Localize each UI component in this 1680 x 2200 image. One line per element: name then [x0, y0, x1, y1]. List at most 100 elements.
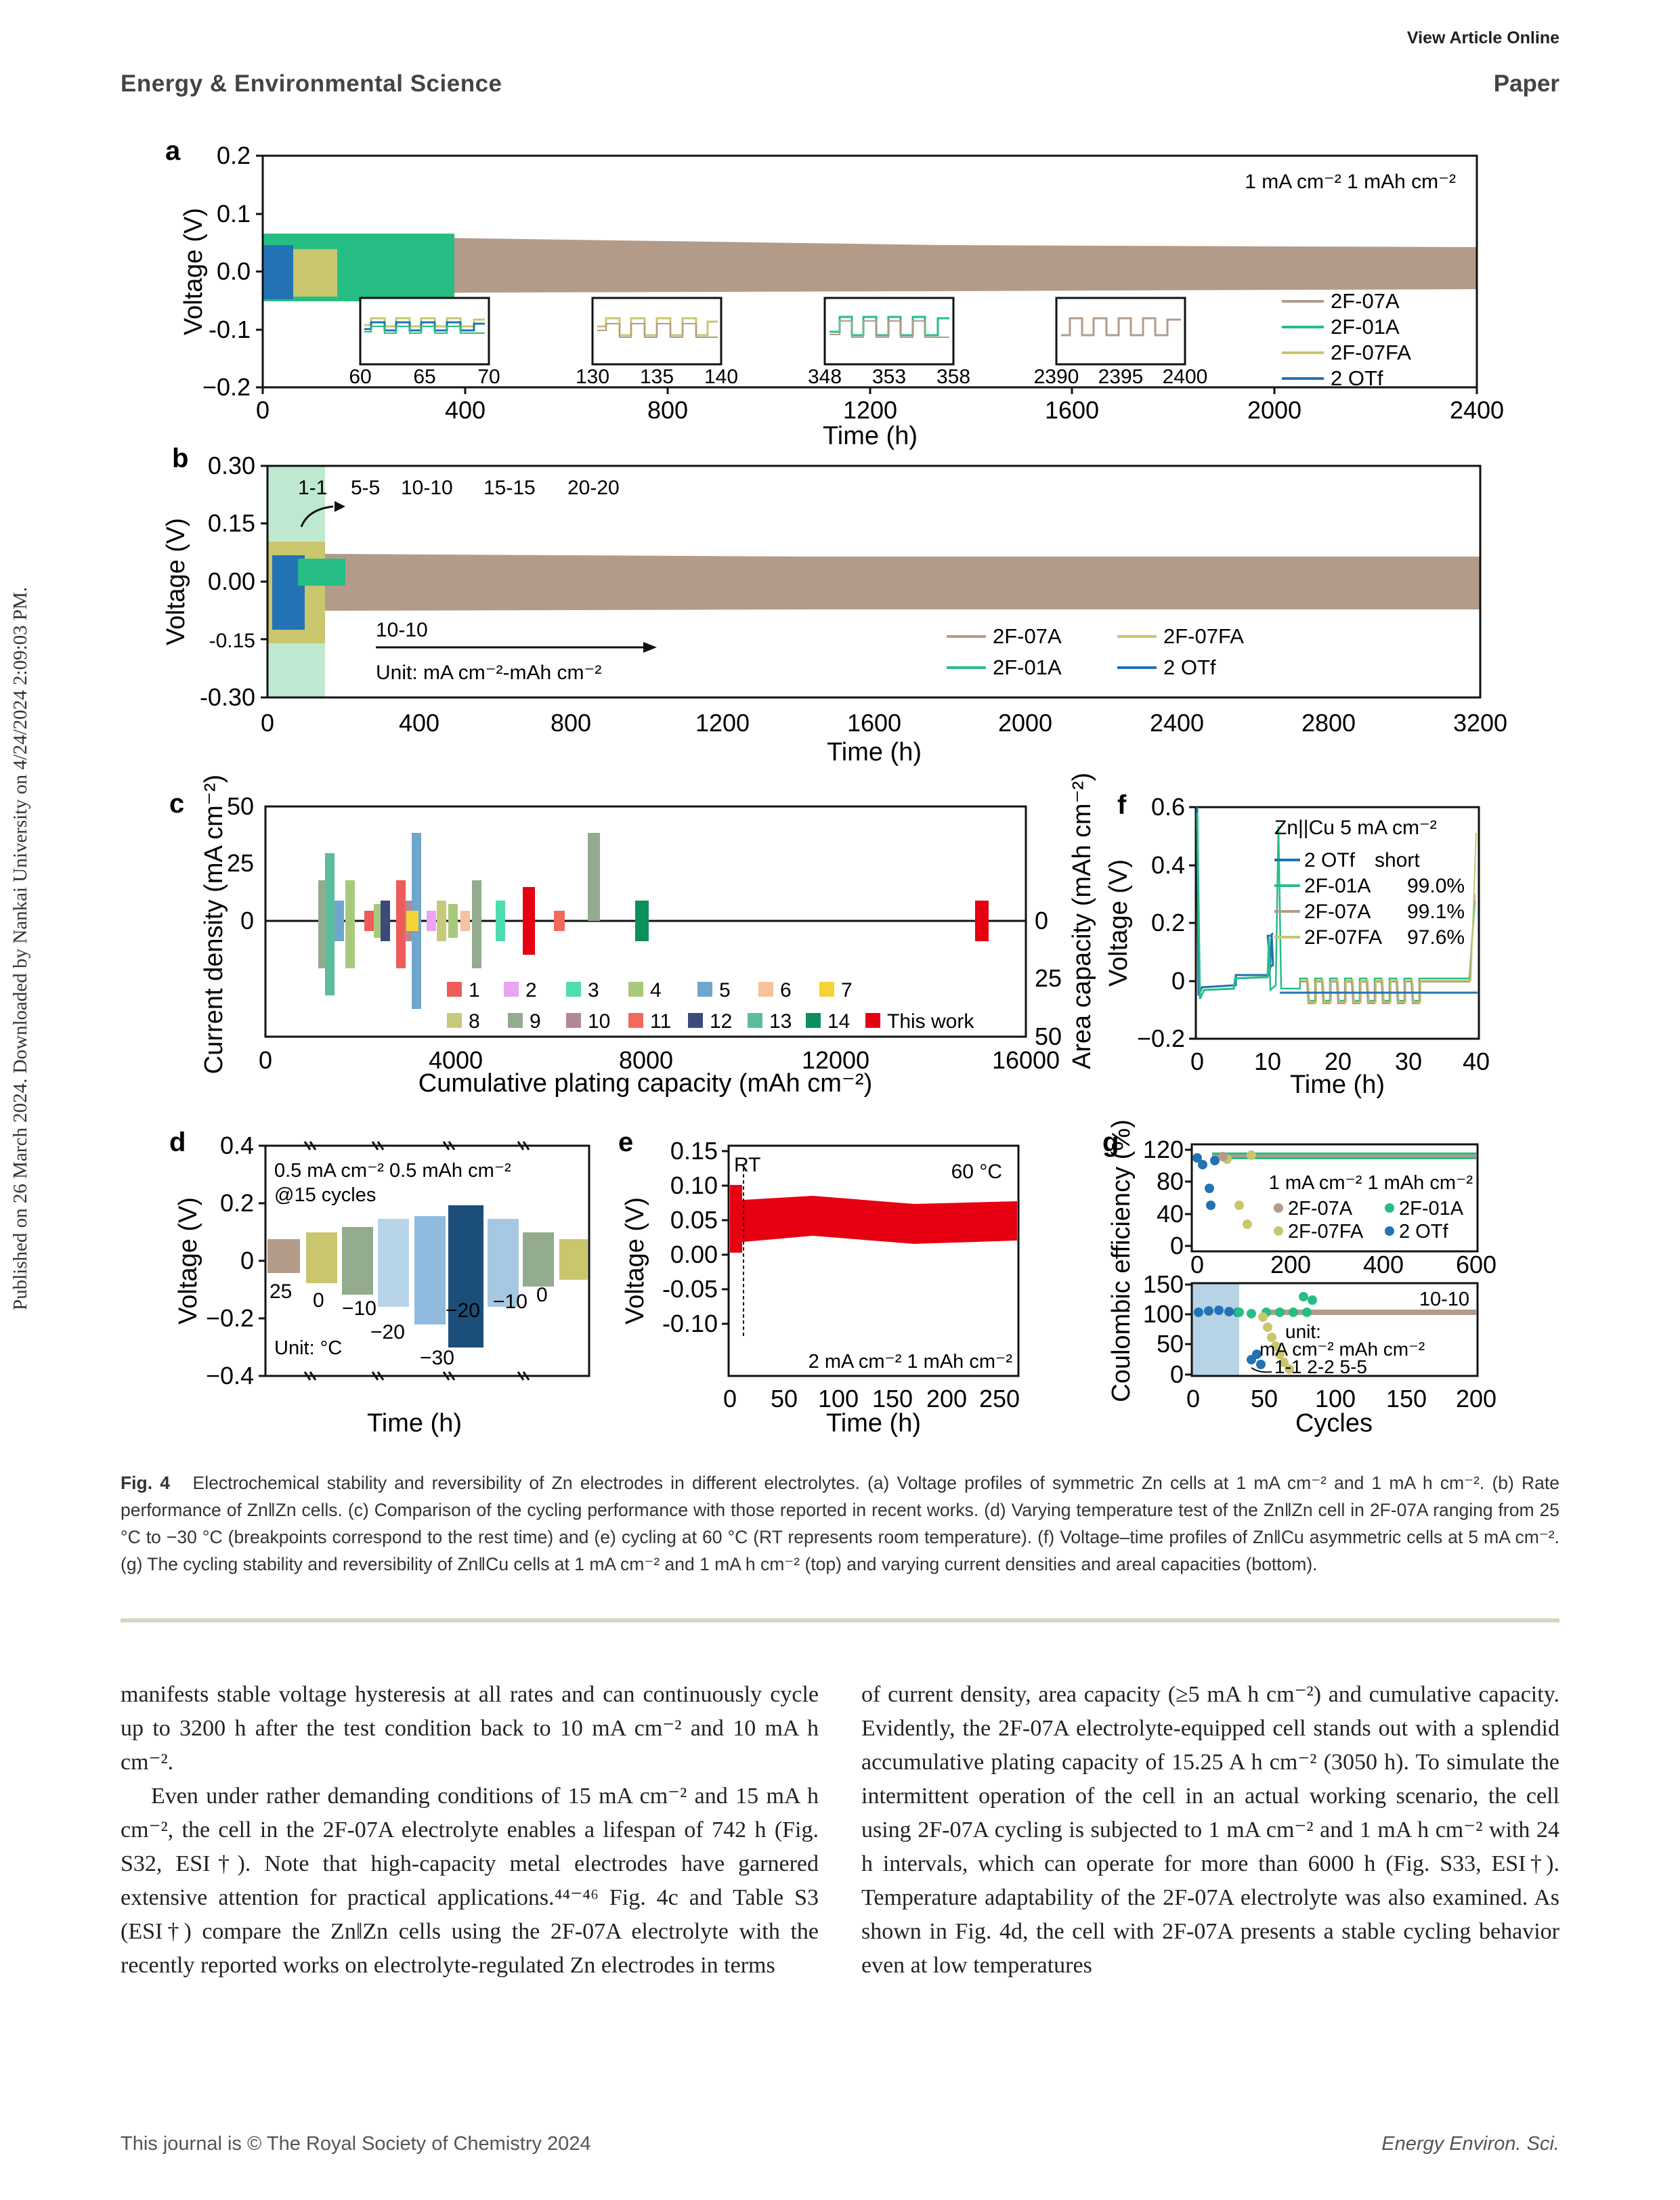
g-bottom-ytick: 100 — [1143, 1300, 1184, 1328]
d-temp: 25 — [270, 1280, 292, 1303]
b-rate: 20-20 — [567, 477, 620, 499]
legend-value: 97.6% — [1407, 926, 1465, 949]
d-temp: −20 — [446, 1299, 480, 1322]
f-ytick: 0.2 — [1151, 909, 1185, 936]
panel-d-label: d — [169, 1127, 186, 1157]
legend-item: 5 — [719, 979, 731, 1001]
d-segment — [488, 1219, 519, 1307]
inset-3-tick: 348 — [808, 366, 842, 388]
a-xtick: 2400 — [1450, 396, 1504, 424]
g-bottom-xtick: 0 — [1186, 1385, 1200, 1412]
g-bottom-ytick: 50 — [1157, 1330, 1184, 1358]
a-xtick: 800 — [647, 396, 688, 424]
b-ytick: 0.00 — [208, 567, 255, 595]
e-trace-rt — [730, 1185, 742, 1253]
panel-g-label: g — [1102, 1127, 1119, 1157]
caption-divider — [121, 1618, 1559, 1622]
g-top-xtick: 400 — [1363, 1251, 1404, 1278]
d-temp: 0 — [313, 1289, 324, 1312]
b-xtick: 400 — [399, 709, 439, 737]
c-ylabel: Current density (mA cm⁻²) — [200, 775, 228, 1074]
inset-1-tick: 60 — [349, 366, 371, 388]
g-ylabel: Coulombic efficiency (%) — [1107, 1119, 1136, 1402]
c-bar — [437, 901, 446, 941]
g-rates: 1-1 2-2 5-5 — [1274, 1356, 1367, 1377]
inset-3-tick: 353 — [872, 366, 906, 388]
inset-4 — [1055, 297, 1186, 366]
g-top-ytick: 40 — [1157, 1200, 1184, 1228]
inset-4-tick: 2400 — [1163, 366, 1208, 388]
g-unit: unit: — [1285, 1321, 1321, 1342]
f-ylabel: Voltage (V) — [1104, 859, 1133, 987]
panel-a-traces — [263, 234, 1476, 301]
legend-item: 2F-01A — [1399, 1198, 1464, 1220]
journal-name: Energy & Environmental Science — [121, 70, 502, 97]
paragraph: manifests stable voltage hysteresis at a… — [121, 1682, 819, 1775]
panel-b-legend: 2F-07A 2F-01A 2F-07FA 2 OTf — [947, 624, 1244, 679]
c-bar — [406, 911, 418, 931]
c-bars — [318, 833, 989, 1009]
legend-item: 9 — [530, 1010, 541, 1033]
trace-2f-07a — [263, 234, 1476, 295]
legend-item: This work — [887, 1010, 974, 1033]
c-bar — [472, 880, 481, 968]
b-xtick: 1600 — [847, 709, 901, 737]
a-ytick: 0.0 — [217, 257, 251, 285]
g-bottom-shade — [1192, 1283, 1239, 1376]
d-ytick: 0.4 — [220, 1131, 254, 1159]
legend-item: 2F-07A — [1331, 289, 1400, 313]
legend-value: short — [1375, 849, 1420, 871]
c-xtick: 12000 — [802, 1046, 869, 1074]
legend-item: 2 OTf — [1399, 1221, 1448, 1243]
legend-item: 7 — [841, 979, 853, 1001]
body-column-left: manifests stable voltage hysteresis at a… — [121, 1678, 819, 1983]
e-xtick: 0 — [723, 1385, 737, 1412]
c-bar-this-work — [975, 901, 989, 941]
g-bottom-2f-07a — [1266, 1310, 1476, 1315]
view-article-online-link[interactable]: View Article Online — [1406, 28, 1559, 47]
g-top-xtick: 200 — [1270, 1251, 1311, 1278]
legend-item: 2F-01A — [1331, 315, 1400, 339]
panel-b: b 0.30 0.15 0.00 -0.15 -0.30 0 400 800 1… — [162, 444, 1507, 767]
legend-item: 11 — [650, 1010, 671, 1033]
body-column-right: of current density, area capacity (≥5 mA… — [861, 1678, 1559, 1983]
g-top-points — [1192, 1150, 1256, 1229]
g-top-2f-07a — [1212, 1155, 1476, 1157]
b-rate: 15-15 — [483, 477, 536, 499]
g-top-ytick: 120 — [1143, 1136, 1184, 1163]
legend-item: 4 — [650, 979, 662, 1001]
d-xlabel: Time (h) — [367, 1409, 462, 1438]
panel-c: c 50 25 — [169, 773, 1096, 1098]
legend-item: 2 OTf — [1304, 849, 1356, 871]
g-bottom-ytick: 150 — [1143, 1270, 1184, 1298]
b-ytick: 0.15 — [208, 509, 255, 537]
e-xtick: 100 — [818, 1385, 859, 1412]
d-segment — [559, 1239, 588, 1280]
c-bar — [588, 833, 600, 921]
legend-item: 2F-01A — [993, 655, 1062, 679]
d-unit: Unit: °C — [274, 1337, 342, 1359]
caption-label: Fig. 4 — [121, 1473, 171, 1493]
legend-value: 99.1% — [1407, 901, 1465, 923]
trace-2f-01a — [298, 559, 345, 586]
f-xtick: 20 — [1324, 1048, 1352, 1075]
c-bar — [345, 880, 355, 968]
a-ytick: −0.2 — [202, 373, 251, 401]
c-ytick-right: 0 — [1035, 907, 1048, 934]
c-bar — [635, 901, 649, 941]
legend-item: 2F-07FA — [1288, 1221, 1364, 1243]
a-xtick: 400 — [445, 396, 486, 424]
legend-item: 10 — [588, 1010, 610, 1033]
panel-f-frame — [1194, 806, 1480, 1040]
legend-item: 2F-07A — [1288, 1198, 1353, 1220]
b-xtick: 3200 — [1453, 709, 1507, 737]
legend-item: 2F-01A — [1304, 875, 1371, 897]
panel-e-label: e — [618, 1127, 633, 1157]
d-ylabel: Voltage (V) — [174, 1197, 202, 1324]
g-bottom-label: 10-10 — [1419, 1289, 1469, 1310]
panel-a-legend: 2F-07A 2F-01A 2F-07FA 2 OTf — [1282, 289, 1411, 390]
section-label: Paper — [1493, 70, 1559, 97]
f-ytick: 0.6 — [1151, 793, 1185, 821]
b-ytick: -0.15 — [209, 630, 255, 652]
b-xtick: 2000 — [998, 709, 1052, 737]
